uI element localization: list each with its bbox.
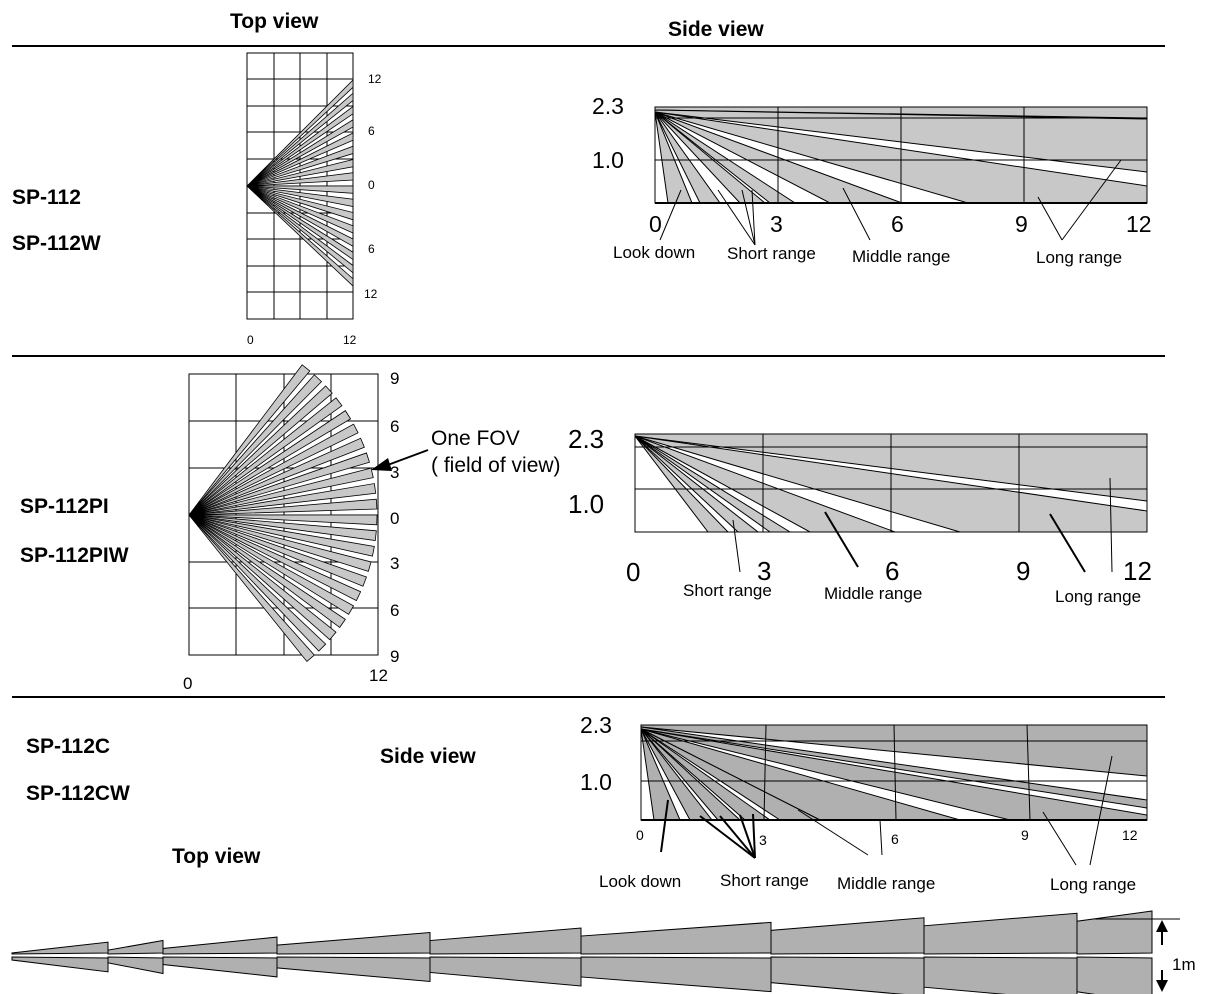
row1-top-tick-0: 0	[368, 178, 375, 192]
model-label-sp112cw: SP-112CW	[26, 782, 130, 805]
row2-side-label-short-range: Short range	[683, 581, 772, 600]
row3-top-view-curtain: 1m	[11, 910, 1196, 994]
row3-top-view-title: Top view	[172, 845, 261, 868]
row2-top-tick-9b: 9	[390, 647, 399, 666]
row2-fov-annotation-line2: ( field of view)	[431, 454, 561, 477]
row3-side-xtick-6: 6	[891, 831, 899, 847]
row2-top-tick-6a: 6	[390, 417, 399, 436]
row3-side-label-middle-range: Middle range	[837, 874, 935, 893]
row1-side-view: 2.3 1.0 0 3 6 9 12 Look down Short range…	[592, 93, 1152, 267]
row1-side-ytick-2.3: 2.3	[592, 93, 624, 119]
row2-top-view: 9 6 3 0 3 6 9 0 12 One FOV ( field of vi…	[183, 364, 561, 693]
row2-top-bottom-tick-12: 12	[369, 666, 388, 685]
row2-top-tick-9a: 9	[390, 369, 399, 388]
model-label-sp112pi: SP-112PI	[20, 495, 109, 518]
row1-side-label-short-range: Short range	[727, 244, 816, 263]
row3-side-xtick-9: 9	[1021, 827, 1029, 843]
row1-side-xtick-9: 9	[1015, 211, 1028, 237]
row3-side-view: 2.3 1.0 0 3 6 9 12 Look down Short range…	[580, 712, 1148, 894]
row1-top-bottom-tick-12: 12	[343, 333, 357, 347]
row1-side-xtick-6: 6	[891, 211, 904, 237]
row2-side-ytick-1.0: 1.0	[568, 489, 604, 519]
row3-side-ytick-1.0: 1.0	[580, 769, 612, 795]
row2-side-xtick-12: 12	[1123, 556, 1152, 586]
model-label-sp112c: SP-112C	[26, 735, 110, 758]
row2-side-label-middle-range: Middle range	[824, 584, 922, 603]
row2-side-xtick-3: 3	[757, 556, 771, 586]
row2-top-tick-6b: 6	[390, 601, 399, 620]
model-label-sp112piw: SP-112PIW	[20, 544, 129, 567]
row3-side-label-long-range: Long range	[1050, 875, 1136, 894]
row3-side-ytick-2.3: 2.3	[580, 712, 612, 738]
row2-side-view: 2.3 1.0 0 3 6 9 12 Short range Middle ra…	[568, 424, 1152, 606]
row3-width-label: 1m	[1172, 955, 1196, 974]
row1-side-xtick-0: 0	[649, 211, 662, 237]
row1-side-label-look-down: Look down	[613, 243, 695, 262]
model-label-sp112: SP-112	[12, 186, 81, 209]
row2-side-xtick-6: 6	[885, 556, 899, 586]
row3-side-view-title: Side view	[380, 745, 476, 768]
model-label-sp112w: SP-112W	[12, 232, 101, 255]
row1-side-xtick-12: 12	[1126, 211, 1152, 237]
row1-top-tick-6b: 6	[368, 242, 375, 256]
row3-side-xtick-12: 12	[1122, 827, 1138, 843]
row1-side-label-middle-range: Middle range	[852, 247, 950, 266]
row2-top-tick-3a: 3	[390, 463, 399, 482]
side-view-header: Side view	[668, 18, 764, 41]
row1-side-label-long-range: Long range	[1036, 248, 1122, 267]
row2-side-xtick-0: 0	[626, 557, 640, 587]
row1-top-tick-12b: 12	[364, 287, 378, 301]
row1-top-tick-6a: 6	[368, 124, 375, 138]
row2-side-xtick-9: 9	[1016, 556, 1030, 586]
row3-side-label-look-down: Look down	[599, 872, 681, 891]
row2-side-ytick-2.3: 2.3	[568, 424, 604, 454]
row2-side-label-long-range: Long range	[1055, 587, 1141, 606]
row2-top-tick-3b: 3	[390, 554, 399, 573]
row2-top-bottom-tick-0: 0	[183, 674, 192, 693]
row1-top-bottom-tick-0: 0	[247, 333, 254, 347]
row1-side-xtick-3: 3	[770, 211, 783, 237]
row3-side-label-short-range: Short range	[720, 871, 809, 890]
row1-top-tick-12a: 12	[368, 72, 382, 86]
row2-top-tick-0: 0	[390, 509, 399, 528]
row3-side-xtick-0: 0	[636, 827, 644, 843]
row3-side-xtick-3: 3	[759, 832, 767, 848]
row2-fov-annotation-line1: One FOV	[431, 427, 520, 450]
top-view-header: Top view	[230, 10, 319, 33]
row1-side-ytick-1.0: 1.0	[592, 147, 624, 173]
row1-top-view: 12 6 0 6 12 0 12	[246, 52, 382, 347]
